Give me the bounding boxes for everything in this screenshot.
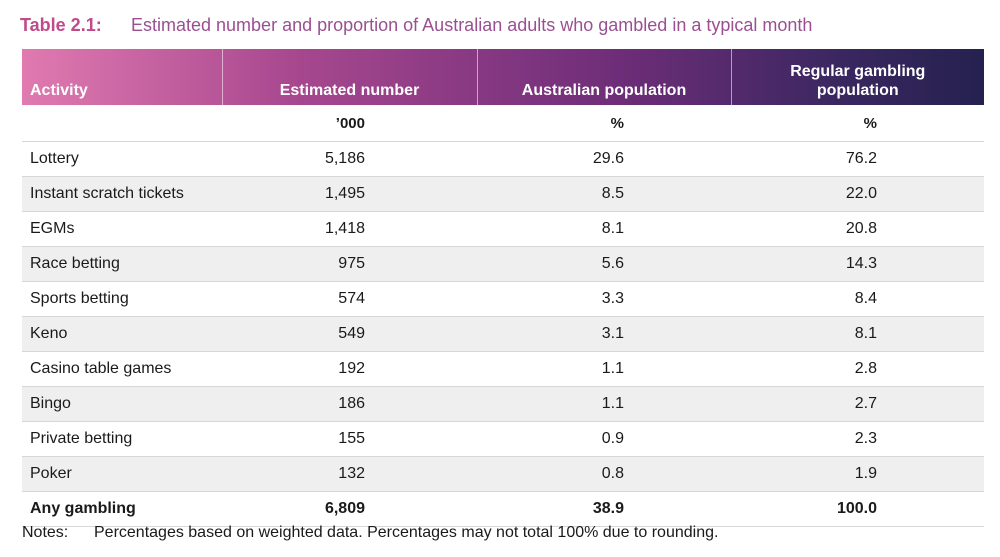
cell-australian-population: 1.1	[477, 386, 731, 422]
caption-label: Table 2.1:	[20, 14, 102, 35]
table-header-row: Activity Estimated number Australian pop…	[22, 49, 984, 105]
cell-estimated-number: 5,186	[222, 141, 477, 177]
cell-regular-gambling-population: 1.9	[731, 456, 984, 492]
cell-estimated-number: 192	[222, 351, 477, 387]
cell-estimated-number: 574	[222, 281, 477, 317]
cell-australian-population: 38.9	[477, 491, 731, 527]
cell-regular-gambling-population: 22.0	[731, 176, 984, 212]
unit-activity	[22, 105, 222, 142]
header-regular-line1: Regular gambling	[790, 63, 926, 80]
table-row: Poker 132 0.8 1.9	[22, 456, 984, 492]
unit-estimated-number: ’000	[222, 105, 477, 142]
table-row: Sports betting 574 3.3 8.4	[22, 281, 984, 317]
cell-regular-gambling-population: 76.2	[731, 141, 984, 177]
cell-estimated-number: 132	[222, 456, 477, 492]
cell-estimated-number: 975	[222, 246, 477, 282]
header-activity: Activity	[22, 49, 223, 105]
gambling-table: Activity Estimated number Australian pop…	[22, 49, 984, 527]
table-row: Bingo 186 1.1 2.7	[22, 386, 984, 422]
cell-australian-population: 3.1	[477, 316, 731, 352]
header-estimated-number: Estimated number	[222, 49, 478, 105]
table-notes: Notes: Percentages based on weighted dat…	[22, 524, 718, 542]
table-row: Race betting 975 5.6 14.3	[22, 246, 984, 282]
cell-activity: Race betting	[22, 246, 222, 282]
cell-estimated-number: 6,809	[222, 491, 477, 527]
cell-regular-gambling-population: 100.0	[731, 491, 984, 527]
cell-regular-gambling-population: 14.3	[731, 246, 984, 282]
cell-regular-gambling-population: 2.7	[731, 386, 984, 422]
cell-activity: Any gambling	[22, 491, 222, 527]
cell-australian-population: 3.3	[477, 281, 731, 317]
cell-australian-population: 8.5	[477, 176, 731, 212]
cell-estimated-number: 1,418	[222, 211, 477, 247]
table-row: Lottery 5,186 29.6 76.2	[22, 141, 984, 177]
cell-regular-gambling-population: 8.4	[731, 281, 984, 317]
table-row: Private betting 155 0.9 2.3	[22, 421, 984, 457]
cell-regular-gambling-population: 20.8	[731, 211, 984, 247]
unit-australian-population: %	[477, 105, 731, 142]
notes-label: Notes:	[22, 524, 69, 541]
cell-estimated-number: 155	[222, 421, 477, 457]
cell-australian-population: 0.8	[477, 456, 731, 492]
cell-australian-population: 29.6	[477, 141, 731, 177]
caption-title: Estimated number and proportion of Austr…	[131, 14, 813, 35]
cell-activity: EGMs	[22, 211, 222, 247]
cell-estimated-number: 186	[222, 386, 477, 422]
cell-regular-gambling-population: 8.1	[731, 316, 984, 352]
cell-australian-population: 1.1	[477, 351, 731, 387]
cell-australian-population: 5.6	[477, 246, 731, 282]
cell-activity: Casino table games	[22, 351, 222, 387]
cell-activity: Sports betting	[22, 281, 222, 317]
header-regular-gambling-population: Regular gambling population	[731, 49, 984, 105]
header-australian-population: Australian population	[477, 49, 732, 105]
cell-activity: Poker	[22, 456, 222, 492]
cell-activity: Private betting	[22, 421, 222, 457]
table-row: Instant scratch tickets 1,495 8.5 22.0	[22, 176, 984, 212]
cell-regular-gambling-population: 2.3	[731, 421, 984, 457]
unit-regular-gambling-population: %	[731, 105, 984, 142]
table-caption: Table 2.1: Estimated number and proporti…	[20, 12, 812, 38]
table-total-row: Any gambling 6,809 38.9 100.0	[22, 491, 984, 527]
table-row: Keno 549 3.1 8.1	[22, 316, 984, 352]
cell-australian-population: 8.1	[477, 211, 731, 247]
units-row: ’000 % %	[22, 105, 984, 142]
table-row: EGMs 1,418 8.1 20.8	[22, 211, 984, 247]
cell-activity: Instant scratch tickets	[22, 176, 222, 212]
cell-activity: Bingo	[22, 386, 222, 422]
notes-text: Percentages based on weighted data. Perc…	[94, 524, 719, 541]
cell-australian-population: 0.9	[477, 421, 731, 457]
cell-activity: Keno	[22, 316, 222, 352]
header-regular-line2: population	[816, 82, 899, 99]
cell-estimated-number: 549	[222, 316, 477, 352]
cell-activity: Lottery	[22, 141, 222, 177]
cell-regular-gambling-population: 2.8	[731, 351, 984, 387]
cell-estimated-number: 1,495	[222, 176, 477, 212]
table-row: Casino table games 192 1.1 2.8	[22, 351, 984, 387]
